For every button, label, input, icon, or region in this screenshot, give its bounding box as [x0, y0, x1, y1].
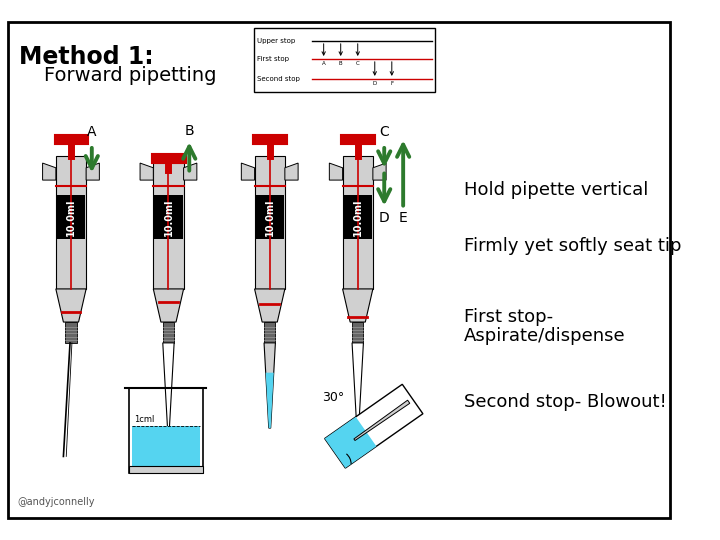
Bar — [264, 322, 275, 343]
Bar — [352, 322, 364, 343]
Text: B: B — [184, 124, 194, 138]
Polygon shape — [373, 163, 386, 180]
Text: Method 1:: Method 1: — [19, 45, 153, 69]
Polygon shape — [354, 400, 410, 441]
Polygon shape — [56, 289, 86, 322]
Text: Hold pipette vertical: Hold pipette vertical — [464, 180, 648, 199]
Polygon shape — [241, 163, 255, 180]
Polygon shape — [42, 163, 56, 180]
Text: First stop-: First stop- — [464, 308, 553, 326]
Text: C: C — [356, 61, 359, 66]
Text: Firmly yet softly seat tip: Firmly yet softly seat tip — [464, 238, 681, 255]
Text: 10.0ml: 10.0ml — [265, 198, 275, 235]
Text: 10.0ml: 10.0ml — [163, 198, 174, 235]
Polygon shape — [325, 417, 377, 468]
Bar — [343, 157, 373, 289]
Text: @andyjconnelly: @andyjconnelly — [17, 497, 94, 507]
Text: E: E — [399, 211, 408, 225]
Polygon shape — [255, 289, 285, 322]
Text: 10.0ml: 10.0ml — [66, 198, 76, 235]
Text: D: D — [379, 211, 390, 225]
Bar — [255, 157, 285, 289]
Text: Second stop: Second stop — [258, 76, 300, 82]
Text: 10.0ml: 10.0ml — [353, 198, 363, 235]
Bar — [57, 195, 85, 239]
Polygon shape — [285, 163, 298, 180]
Polygon shape — [266, 373, 274, 428]
Polygon shape — [184, 163, 197, 180]
Text: Upper stop: Upper stop — [258, 38, 296, 44]
Text: 1cml: 1cml — [135, 415, 155, 424]
Text: Second stop- Blowout!: Second stop- Blowout! — [464, 394, 667, 411]
Bar — [343, 195, 372, 239]
Bar — [253, 28, 436, 92]
Bar — [132, 427, 199, 471]
Polygon shape — [163, 343, 174, 428]
Text: First stop: First stop — [258, 56, 289, 62]
Polygon shape — [264, 343, 275, 428]
Bar — [129, 388, 202, 474]
Polygon shape — [153, 289, 184, 322]
Bar — [129, 466, 202, 474]
Text: F: F — [390, 80, 393, 86]
Bar — [163, 322, 174, 343]
Text: 30°: 30° — [322, 392, 344, 404]
Text: Aspirate/dispense: Aspirate/dispense — [464, 327, 626, 345]
Bar — [154, 195, 183, 239]
Text: A: A — [322, 61, 325, 66]
Bar — [256, 195, 284, 239]
Text: C: C — [379, 125, 389, 139]
Polygon shape — [329, 163, 343, 180]
Polygon shape — [86, 163, 99, 180]
Polygon shape — [352, 343, 364, 428]
Bar — [56, 157, 86, 289]
Text: A: A — [87, 125, 96, 139]
Text: B: B — [339, 61, 343, 66]
Bar — [153, 157, 184, 289]
Polygon shape — [343, 289, 373, 322]
Text: Forward pipetting: Forward pipetting — [19, 65, 217, 85]
Polygon shape — [140, 163, 153, 180]
Bar — [66, 322, 76, 343]
Text: D: D — [373, 80, 377, 86]
Polygon shape — [325, 384, 423, 468]
